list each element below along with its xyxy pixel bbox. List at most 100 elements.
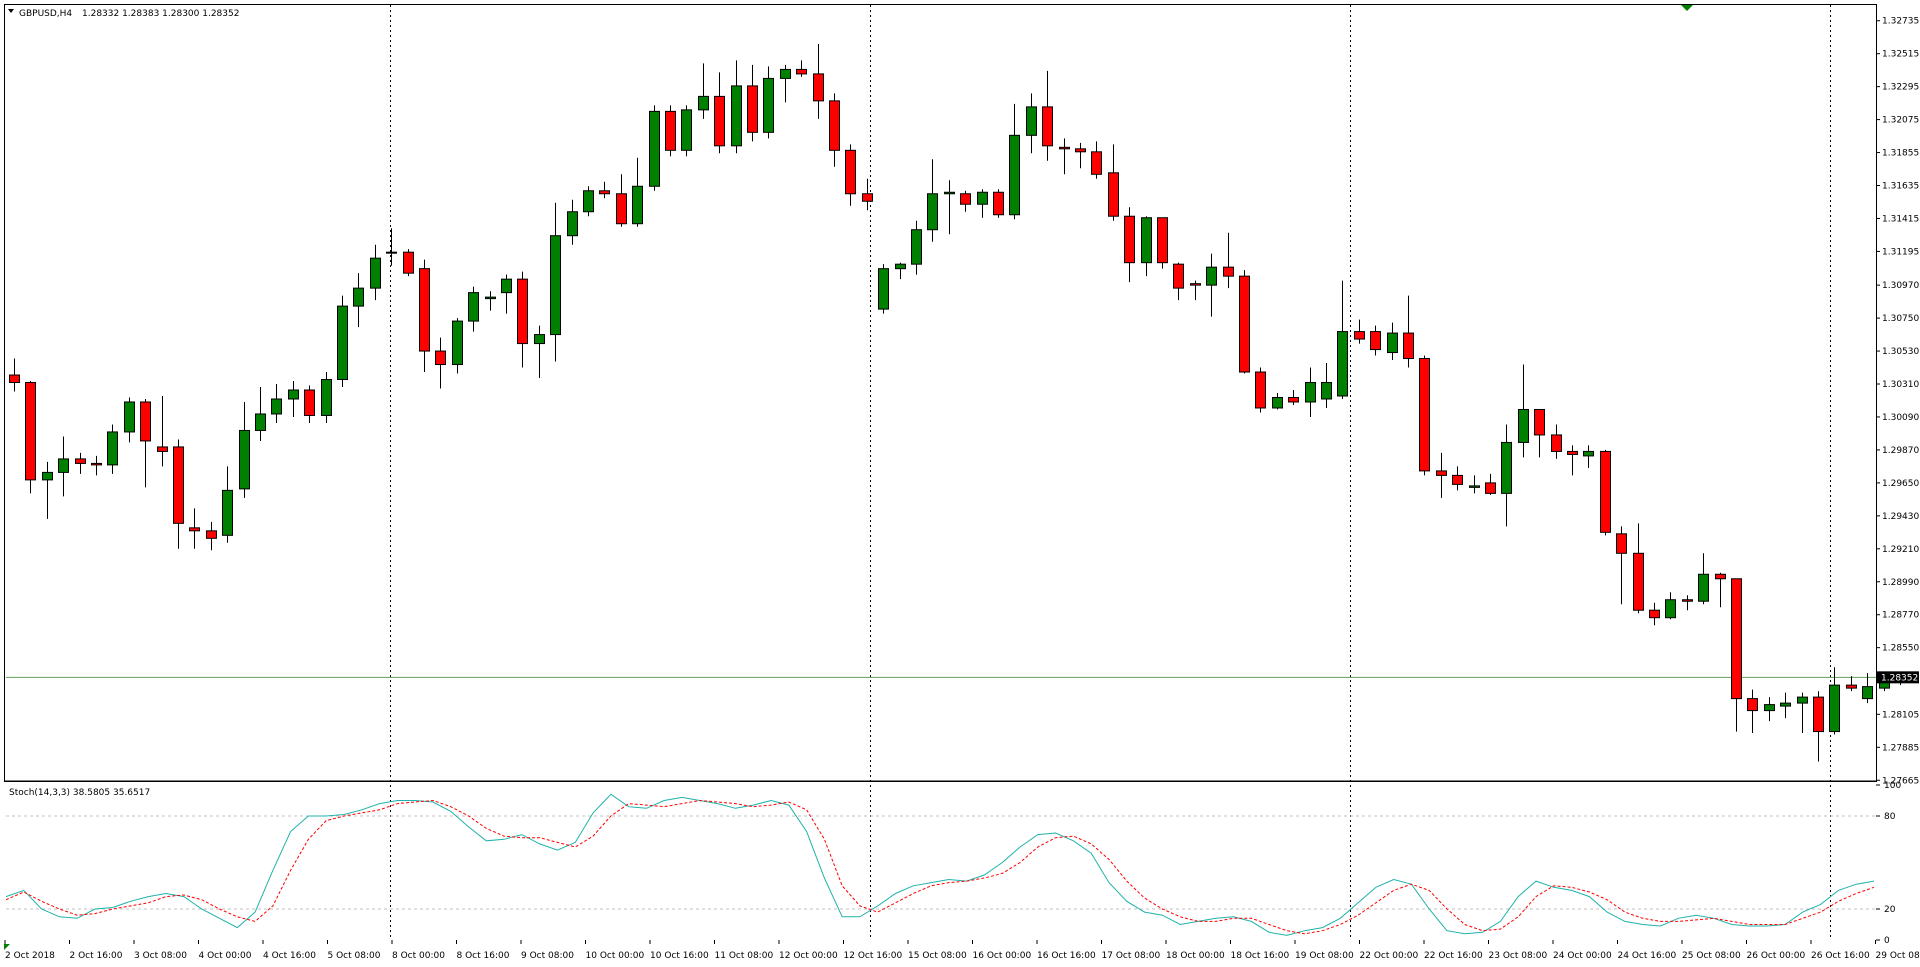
bear-candle-body: [796, 68, 807, 75]
candle: [1403, 295, 1414, 368]
bull-candle-body: [271, 398, 282, 415]
bear-candle-body: [1436, 470, 1447, 476]
bull-candle-body: [353, 287, 364, 307]
candle: [304, 385, 315, 423]
price-tick-label: 1.27665: [1882, 776, 1919, 786]
bear-candle-body: [1354, 331, 1365, 340]
bear-candle-body: [206, 530, 217, 539]
candle: [911, 220, 922, 275]
time-axis-labels: 2 Oct 2018 2 Oct 16:00 3 Oct 08:00 4 Oct 00…: [4, 940, 1920, 961]
period-separators: [390, 5, 1831, 940]
bull-candle-body: [780, 68, 791, 79]
bull-candle-body: [124, 401, 135, 433]
bull-candle-body: [534, 334, 545, 345]
bear-candle-body: [1091, 151, 1102, 175]
time-tick-label: 4 Oct 00:00: [199, 951, 252, 961]
price-tick-label: 1.28105: [1882, 710, 1919, 720]
candle: [1698, 553, 1709, 605]
candle: [796, 60, 807, 77]
candle: [1452, 466, 1463, 491]
price-tick-label: 1.29210: [1882, 545, 1919, 555]
candle: [960, 190, 971, 212]
bull-candle-body: [632, 185, 643, 225]
candle: [91, 455, 102, 476]
bull-candle-body: [927, 193, 938, 231]
candle: [1124, 207, 1135, 283]
candle: [1665, 592, 1676, 620]
bear-candle-body: [157, 446, 168, 452]
bear-candle-body: [1731, 578, 1742, 700]
bear-candle-body: [1108, 172, 1119, 217]
bull-candle-body: [1009, 134, 1020, 216]
candle: [107, 424, 118, 474]
bull-candle-body: [452, 320, 463, 366]
shift-marker-icon[interactable]: [1681, 5, 1693, 11]
bear-candle-body: [1649, 609, 1660, 619]
bear-candle-body: [1682, 599, 1693, 602]
bull-candle-body: [370, 257, 381, 289]
candle: [124, 397, 135, 443]
candle: [1829, 667, 1840, 735]
candle: [862, 178, 873, 211]
candle: [1715, 572, 1726, 608]
candle: [1600, 449, 1611, 536]
bear-candle-body: [403, 251, 414, 274]
bear-candle-body: [1813, 696, 1824, 733]
bear-candle-body: [1124, 215, 1135, 264]
candle: [1534, 408, 1545, 458]
bear-candle-body: [1616, 533, 1627, 554]
time-tick-label: 11 Oct 08:00: [715, 951, 774, 961]
time-tick-label: 24 Oct 00:00: [1553, 951, 1612, 961]
dropdown-triangle-icon[interactable]: [8, 9, 14, 13]
bull-candle-body: [1206, 266, 1217, 286]
bear-candle-body: [960, 193, 971, 205]
bull-candle-body: [731, 85, 742, 147]
time-tick-label: 22 Oct 00:00: [1360, 951, 1419, 961]
stoch-tick-label: 80: [1884, 812, 1896, 822]
price-tick-label: 1.28770: [1882, 611, 1919, 621]
candle: [1682, 595, 1693, 611]
candle: [567, 199, 578, 245]
candle: [714, 72, 725, 154]
bull-candle-body: [911, 229, 922, 265]
candle: [1157, 217, 1168, 269]
candle: [485, 291, 496, 311]
bull-candle-body: [977, 191, 988, 205]
bear-candle-body: [1239, 275, 1250, 373]
bull-candle-body: [337, 305, 348, 381]
bear-candle-body: [1042, 106, 1053, 147]
bear-candle-body: [714, 95, 725, 147]
chart-frame: [4, 4, 1877, 782]
bear-candle-body: [747, 85, 758, 133]
candle: [321, 372, 332, 423]
price-tick-label: 1.30310: [1882, 380, 1919, 390]
candle: [1616, 526, 1627, 605]
candle: [944, 180, 955, 235]
candle: [813, 43, 824, 119]
bear-candle-body: [1747, 698, 1758, 712]
candle: [271, 384, 282, 423]
time-tick-label: 12 Oct 16:00: [844, 951, 903, 961]
candle: [386, 228, 397, 266]
candle: [878, 264, 889, 314]
candle: [206, 521, 217, 551]
candle: [435, 337, 446, 389]
candle: [895, 262, 906, 280]
bear-candle-body: [173, 446, 184, 524]
current-price-box: [1877, 671, 1919, 684]
bull-candle-body: [255, 413, 266, 431]
candle: [1141, 216, 1152, 277]
candle: [1190, 280, 1201, 301]
time-tick-label: 26 Oct 00:00: [1747, 951, 1806, 961]
price-tick-label: 1.30530: [1882, 347, 1919, 357]
bull-candle-body: [288, 389, 299, 400]
candle: [501, 274, 512, 314]
candle: [616, 174, 627, 227]
candle: [763, 66, 774, 139]
candle: [173, 439, 184, 549]
bear-candle-body: [599, 190, 610, 195]
time-tick-label: 5 Oct 08:00: [328, 951, 381, 961]
price-tick-label: 1.30090: [1882, 413, 1919, 423]
candle: [468, 286, 479, 332]
